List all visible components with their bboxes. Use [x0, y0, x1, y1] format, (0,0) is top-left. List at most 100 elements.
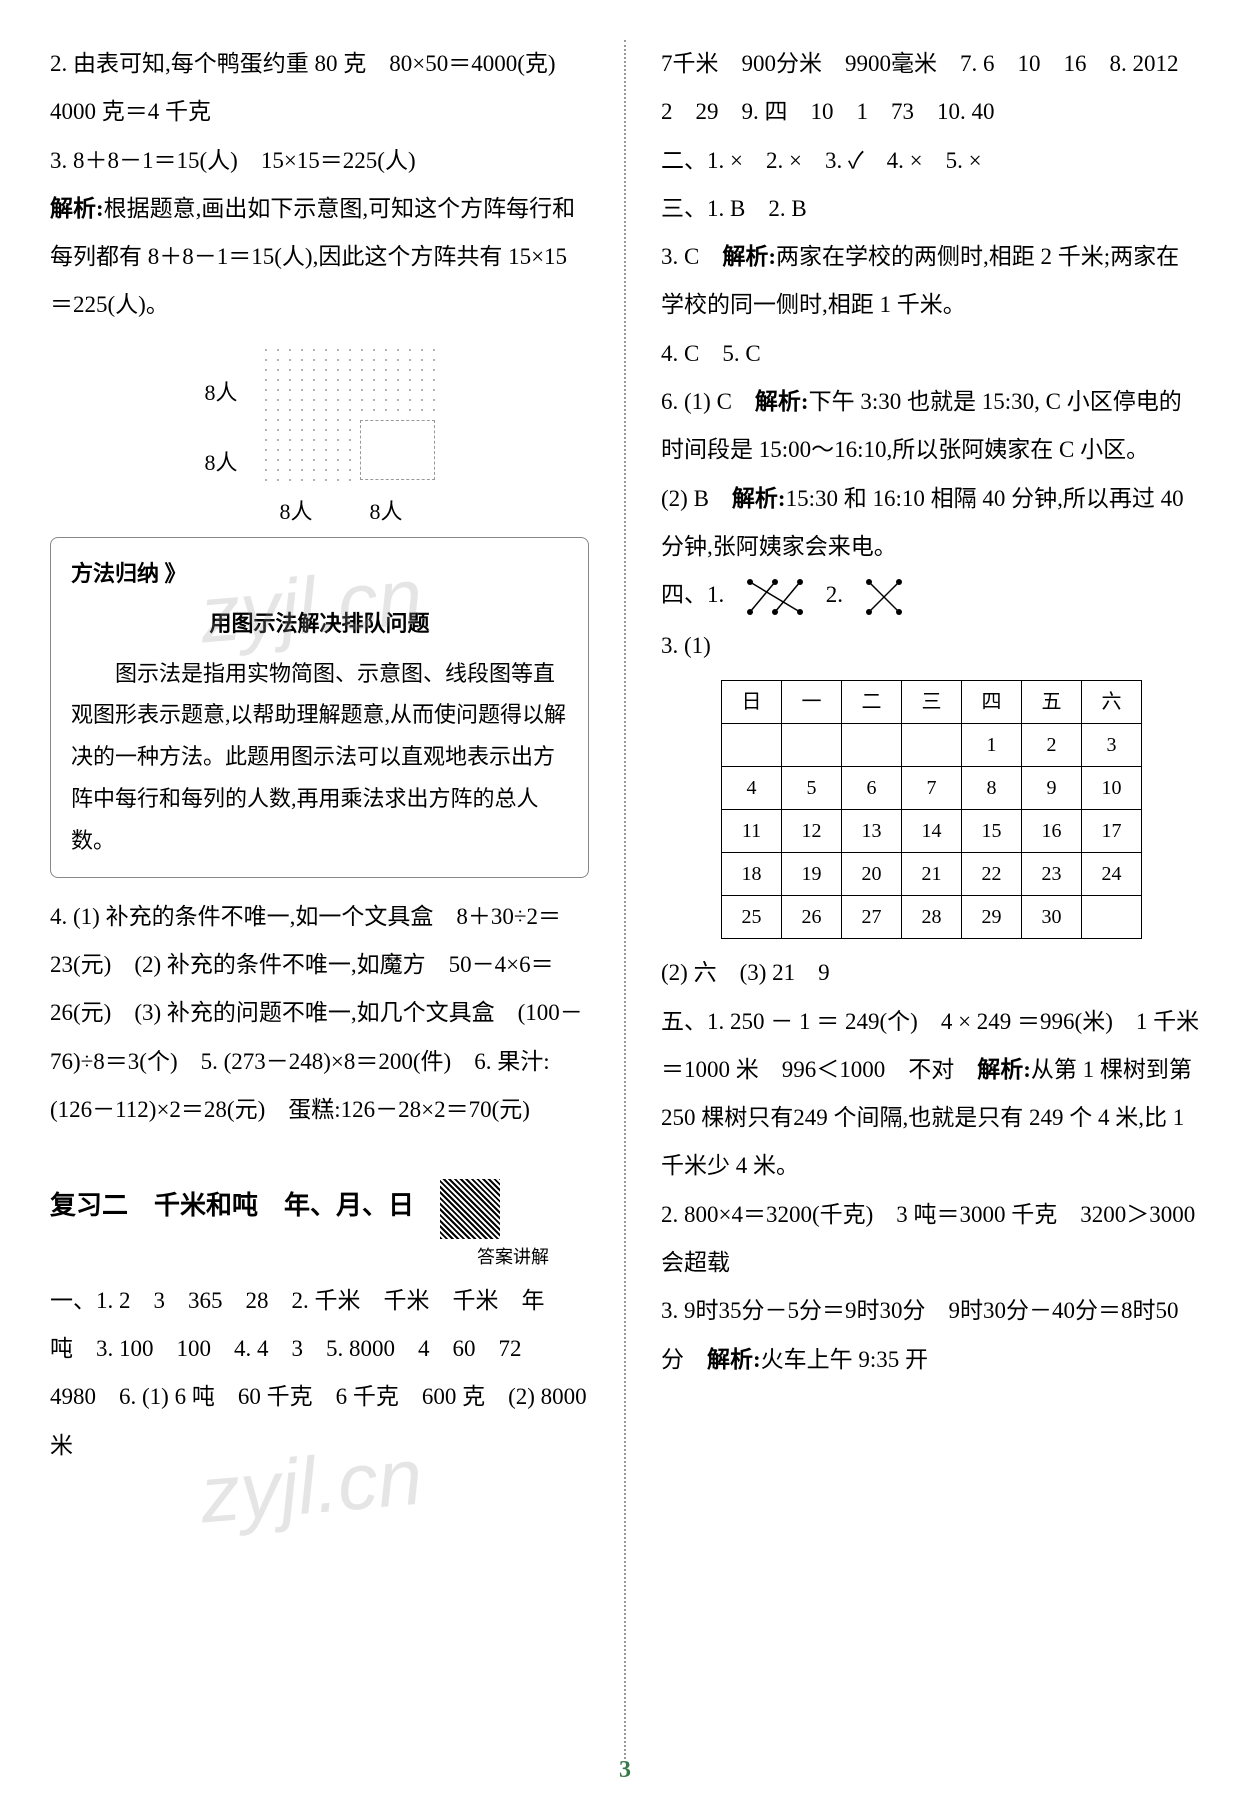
page-container: 2. 由表可知,每个鸭蛋约重 80 克 80×50＝4000(克) 4000 克…	[50, 40, 1200, 1759]
calendar-cell: 19	[782, 853, 842, 896]
calendar-header-cell: 五	[1022, 681, 1082, 724]
calendar-cell: 17	[1082, 810, 1142, 853]
calendar-cell: 12	[782, 810, 842, 853]
left-column: 2. 由表可知,每个鸭蛋约重 80 克 80×50＝4000(克) 4000 克…	[50, 40, 589, 1759]
method-subtitle: 用图示法解决排队问题	[71, 603, 568, 645]
cross-diagram-2	[859, 572, 909, 622]
right-p2: 二、1. × 2. × 3. ✓ 4. × 5. ×	[661, 137, 1200, 185]
right-column: 7千米 900分米 9900毫米 7. 6 10 16 8. 2012 2 29…	[661, 40, 1200, 1759]
square-diagram: 8人 8人 8人 8人	[50, 345, 589, 522]
calendar-header-cell: 四	[962, 681, 1022, 724]
calendar-cell: 25	[722, 896, 782, 939]
page-number: 3	[619, 1757, 631, 1784]
calendar-cell: 2	[1022, 724, 1082, 767]
right-p5: 4. C 5. C	[661, 330, 1200, 378]
analysis-label-3: 解析:	[755, 389, 809, 414]
left-p4: 4. (1) 补充的条件不唯一,如一个文具盒 8＋30÷2＝23(元) (2) …	[50, 893, 589, 1134]
section-title: 复习二 千米和吨 年、月、日	[50, 1179, 414, 1234]
calendar-row: 18192021222324	[722, 853, 1142, 896]
right-p6: 6. (1) C 解析:下午 3:30 也就是 15:30, C 小区停电的时间…	[661, 378, 1200, 475]
right-p8-text: 四、1.	[661, 582, 724, 607]
calendar-cell	[902, 724, 962, 767]
right-p3: 三、1. B 2. B	[661, 185, 1200, 233]
left-p1: 2. 由表可知,每个鸭蛋约重 80 克 80×50＝4000(克) 4000 克…	[50, 40, 589, 137]
right-p11: 五、1. 250 － 1 ＝ 249(个) 4 × 249 ＝996(米) 1 …	[661, 998, 1200, 1191]
calendar-cell: 11	[722, 810, 782, 853]
calendar-row: 11121314151617	[722, 810, 1142, 853]
right-p7-num: (2) B	[661, 486, 732, 511]
calendar-header-row: 日一二三四五六	[722, 681, 1142, 724]
right-p9: 3. (1)	[661, 622, 1200, 670]
calendar-row: 252627282930	[722, 896, 1142, 939]
calendar-cell: 27	[842, 896, 902, 939]
calendar-cell: 6	[842, 767, 902, 810]
calendar-cell: 26	[782, 896, 842, 939]
calendar-cell: 3	[1082, 724, 1142, 767]
calendar-cell: 14	[902, 810, 962, 853]
section-header: 复习二 千米和吨 年、月、日 答案讲解	[50, 1159, 589, 1277]
calendar-table: 日一二三四五六 12345678910111213141516171819202…	[721, 680, 1142, 939]
diagram-grid: 8人 8人 8人 8人	[200, 345, 440, 505]
calendar-cell: 28	[902, 896, 962, 939]
method-text: 图示法是指用实物简图、示意图、线段图等直观图形表示题意,以帮助理解题意,从而使问…	[71, 653, 568, 862]
calendar-cell: 8	[962, 767, 1022, 810]
right-p13: 3. 9时35分－5分＝9时30分 9时30分－40分＝8时50分 解析:火车上…	[661, 1287, 1200, 1384]
right-p11-num: 五、1.	[661, 1009, 730, 1034]
qr-caption: 答案讲解	[50, 1239, 549, 1277]
right-p12: 2. 800×4＝3200(千克) 3 吨＝3000 千克 3200＞3000 …	[661, 1191, 1200, 1288]
left-p3-text: 根据题意,画出如下示意图,可知这个方阵每行和每列都有 8＋8－1＝15(人),因…	[50, 196, 575, 318]
calendar-cell: 16	[1022, 810, 1082, 853]
right-p8: 四、1. 2.	[661, 571, 1200, 622]
right-p10: (2) 六 (3) 21 9	[661, 949, 1200, 997]
calendar-header-cell: 三	[902, 681, 962, 724]
calendar-cell: 23	[1022, 853, 1082, 896]
calendar-cell: 21	[902, 853, 962, 896]
calendar-row: 123	[722, 724, 1142, 767]
analysis-label-2: 解析:	[722, 244, 776, 269]
left-p2: 3. 8＋8－1＝15(人) 15×15＝225(人)	[50, 137, 589, 185]
calendar-cell	[1082, 896, 1142, 939]
right-p6-num: 6. (1) C	[661, 389, 755, 414]
cross-diagram-1	[740, 572, 810, 622]
calendar-cell: 22	[962, 853, 1022, 896]
analysis-label-6: 解析:	[707, 1347, 761, 1372]
calendar-body: 1234567891011121314151617181920212223242…	[722, 724, 1142, 939]
calendar-cell: 29	[962, 896, 1022, 939]
calendar-cell: 4	[722, 767, 782, 810]
analysis-label-4: 解析:	[732, 486, 786, 511]
right-p1: 7千米 900分米 9900毫米 7. 6 10 16 8. 2012 2 29…	[661, 40, 1200, 137]
right-p4: 3. C 解析:两家在学校的两侧时,相距 2 千米;两家在学校的同一侧时,相距 …	[661, 233, 1200, 330]
method-title: 方法归纳 》	[71, 553, 568, 595]
calendar-cell: 9	[1022, 767, 1082, 810]
calendar-cell: 24	[1082, 853, 1142, 896]
calendar-cell: 13	[842, 810, 902, 853]
calendar-cell: 18	[722, 853, 782, 896]
column-divider	[624, 40, 626, 1759]
right-p7: (2) B 解析:15:30 和 16:10 相隔 40 分钟,所以再过 40 …	[661, 475, 1200, 572]
calendar-header-cell: 一	[782, 681, 842, 724]
calendar-cell	[782, 724, 842, 767]
calendar-cell	[842, 724, 902, 767]
diagram-label-top-left: 8人	[205, 370, 238, 416]
right-p4-num: 3. C	[661, 244, 722, 269]
right-p8b-text: 2.	[826, 582, 843, 607]
calendar-cell: 7	[902, 767, 962, 810]
calendar-cell: 1	[962, 724, 1022, 767]
left-p5: 一、1. 2 3 365 28 2. 千米 千米 千米 年 吨 3. 100 1…	[50, 1277, 589, 1470]
analysis-label: 解析:	[50, 196, 104, 221]
calendar-header-cell: 日	[722, 681, 782, 724]
calendar-row: 45678910	[722, 767, 1142, 810]
right-p13-num: 3.	[661, 1298, 684, 1323]
method-box: 方法归纳 》 用图示法解决排队问题 图示法是指用实物简图、示意图、线段图等直观图…	[50, 537, 589, 878]
calendar-cell: 5	[782, 767, 842, 810]
calendar-cell: 30	[1022, 896, 1082, 939]
calendar-cell	[722, 724, 782, 767]
calendar-cell: 10	[1082, 767, 1142, 810]
diagram-label-bottom-2: 8人	[370, 489, 403, 535]
qr-code-icon	[440, 1179, 500, 1239]
diagram-label-bottom-left: 8人	[205, 440, 238, 486]
calendar-cell: 20	[842, 853, 902, 896]
right-p13b-text: 火车上午 9:35 开	[761, 1347, 928, 1372]
analysis-label-5: 解析:	[977, 1057, 1031, 1082]
calendar-header-cell: 二	[842, 681, 902, 724]
